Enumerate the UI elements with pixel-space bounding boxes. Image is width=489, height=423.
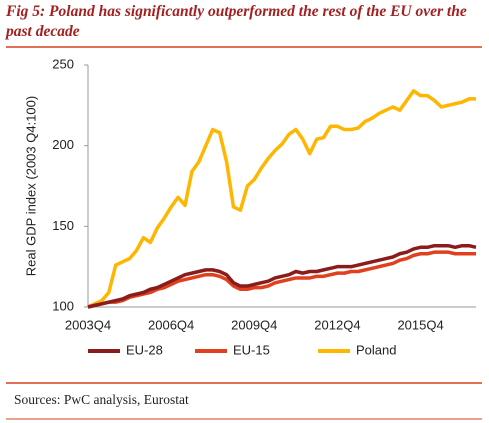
x-tick-label: 2003Q4 bbox=[65, 317, 111, 332]
legend-label: EU-28 bbox=[126, 342, 163, 357]
line-series bbox=[87, 89, 476, 309]
chart-title: Fig 5: Poland has significantly outperfo… bbox=[6, 3, 467, 40]
y-tick-label: 100 bbox=[52, 298, 74, 313]
x-tick-label: 2006Q4 bbox=[148, 317, 194, 332]
x-tick-label: 2009Q4 bbox=[231, 317, 277, 332]
y-tick-label: 250 bbox=[52, 56, 74, 71]
legend-label: Poland bbox=[356, 342, 396, 357]
y-axis-label: Real GDP index (2003 Q4:100) bbox=[23, 96, 38, 276]
line-series bbox=[87, 250, 476, 309]
y-tick-label: 150 bbox=[52, 218, 74, 233]
y-tick-label: 200 bbox=[52, 137, 74, 152]
source: Sources: PwC analysis, Eurostat bbox=[14, 392, 189, 407]
x-tick-label: 2012Q4 bbox=[314, 317, 360, 332]
legend-label: EU-15 bbox=[233, 342, 270, 357]
line-series bbox=[87, 243, 477, 309]
x-tick-label: 2015Q4 bbox=[397, 317, 443, 332]
